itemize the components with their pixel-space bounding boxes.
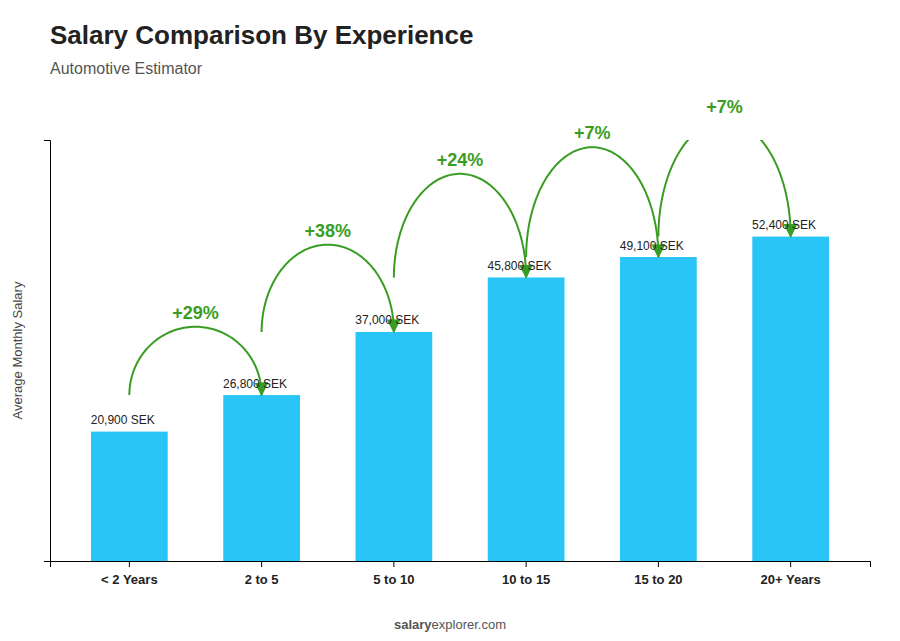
x-tick-mark [658, 561, 659, 567]
bar [752, 237, 829, 561]
x-tick-label: 5 to 10 [373, 572, 414, 587]
footer-part: salary [394, 617, 432, 632]
bar [223, 395, 300, 561]
x-tick: 2 to 5 [245, 561, 279, 587]
data-label: 52,400 SEK [752, 218, 816, 232]
x-tick-mark [129, 561, 130, 567]
x-axis-line [51, 562, 871, 568]
x-tick-label: 2 to 5 [245, 572, 279, 587]
x-tick-label: < 2 Years [101, 572, 158, 587]
data-label: 26,800 SEK [223, 377, 287, 391]
annotations: +29% +38% +24% +7% +7% [172, 97, 743, 323]
x-tick-label: 20+ Years [761, 572, 821, 587]
data-labels: 20,900 SEK 26,800 SEK 37,000 SEK 45,800 SEK… [91, 218, 816, 427]
x-tick-mark [526, 561, 527, 567]
x-tick: 5 to 10 [373, 561, 414, 587]
bar [620, 257, 697, 561]
y-label: Average Monthly Salary [10, 281, 25, 419]
x-tick-label: 15 to 20 [634, 572, 682, 587]
change-label: +29% [172, 303, 219, 323]
y-axis [44, 141, 51, 562]
x-tick: 20+ Years [761, 561, 821, 587]
change-label: +24% [437, 150, 484, 170]
x-tick: 10 to 15 [502, 561, 550, 587]
data-label: 45,800 SEK [487, 259, 551, 273]
change-label: +7% [706, 97, 743, 117]
x-tick-label: 10 to 15 [502, 572, 550, 587]
data-label: 49,100 SEK [620, 239, 684, 253]
title: Salary Comparison By Experience [50, 20, 473, 50]
x-axis: < 2 Years 2 to 5 5 to 10 10 to 15 15 to 20 20… [51, 561, 871, 587]
plot: < 2 Years 2 to 5 5 to 10 10 to 15 15 to 20 20… [44, 97, 871, 587]
bar [488, 277, 565, 561]
chart: Salary Comparison By Experience Automotiv… [0, 0, 900, 641]
bar [356, 332, 433, 561]
footer: salaryexplorer.com [394, 617, 506, 632]
footer-part: explorer.com [432, 617, 506, 632]
subtitle: Automotive Estimator [50, 60, 203, 77]
x-tick-mark [790, 561, 791, 567]
bar [91, 432, 168, 561]
y-axis-line [44, 141, 51, 562]
x-tick-mark [261, 561, 262, 567]
data-label: 37,000 SEK [355, 313, 419, 327]
x-tick-mark [393, 561, 394, 567]
x-tick: < 2 Years [101, 561, 158, 587]
data-label: 20,900 SEK [91, 413, 155, 427]
x-tick: 15 to 20 [634, 561, 682, 587]
marks [91, 140, 829, 561]
change-label: +7% [574, 123, 611, 143]
change-label: +38% [304, 221, 351, 241]
